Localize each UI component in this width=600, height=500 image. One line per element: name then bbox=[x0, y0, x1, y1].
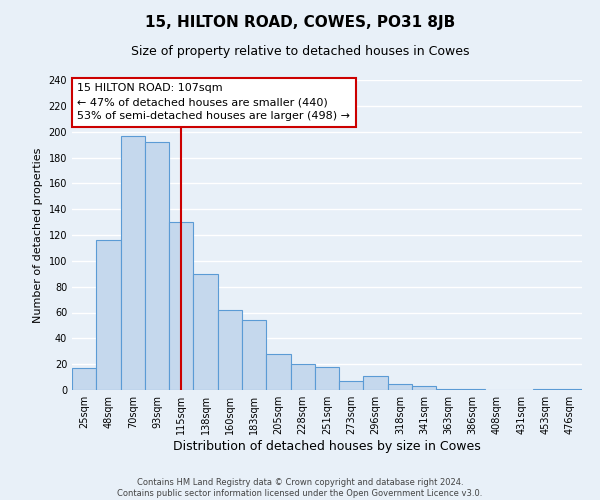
Text: Contains HM Land Registry data © Crown copyright and database right 2024.
Contai: Contains HM Land Registry data © Crown c… bbox=[118, 478, 482, 498]
Bar bbox=[412, 386, 436, 390]
Bar bbox=[388, 384, 412, 390]
Bar bbox=[461, 388, 485, 390]
Bar bbox=[436, 388, 461, 390]
Bar bbox=[242, 320, 266, 390]
Text: Size of property relative to detached houses in Cowes: Size of property relative to detached ho… bbox=[131, 45, 469, 58]
Bar bbox=[218, 310, 242, 390]
Bar bbox=[169, 222, 193, 390]
X-axis label: Distribution of detached houses by size in Cowes: Distribution of detached houses by size … bbox=[173, 440, 481, 453]
Bar bbox=[558, 388, 582, 390]
Bar bbox=[339, 381, 364, 390]
Y-axis label: Number of detached properties: Number of detached properties bbox=[33, 148, 43, 322]
Bar bbox=[533, 388, 558, 390]
Bar bbox=[266, 354, 290, 390]
Bar bbox=[193, 274, 218, 390]
Bar bbox=[315, 367, 339, 390]
Bar bbox=[96, 240, 121, 390]
Bar bbox=[364, 376, 388, 390]
Bar bbox=[72, 368, 96, 390]
Bar bbox=[145, 142, 169, 390]
Text: 15, HILTON ROAD, COWES, PO31 8JB: 15, HILTON ROAD, COWES, PO31 8JB bbox=[145, 15, 455, 30]
Bar bbox=[121, 136, 145, 390]
Bar bbox=[290, 364, 315, 390]
Text: 15 HILTON ROAD: 107sqm
← 47% of detached houses are smaller (440)
53% of semi-de: 15 HILTON ROAD: 107sqm ← 47% of detached… bbox=[77, 83, 350, 121]
